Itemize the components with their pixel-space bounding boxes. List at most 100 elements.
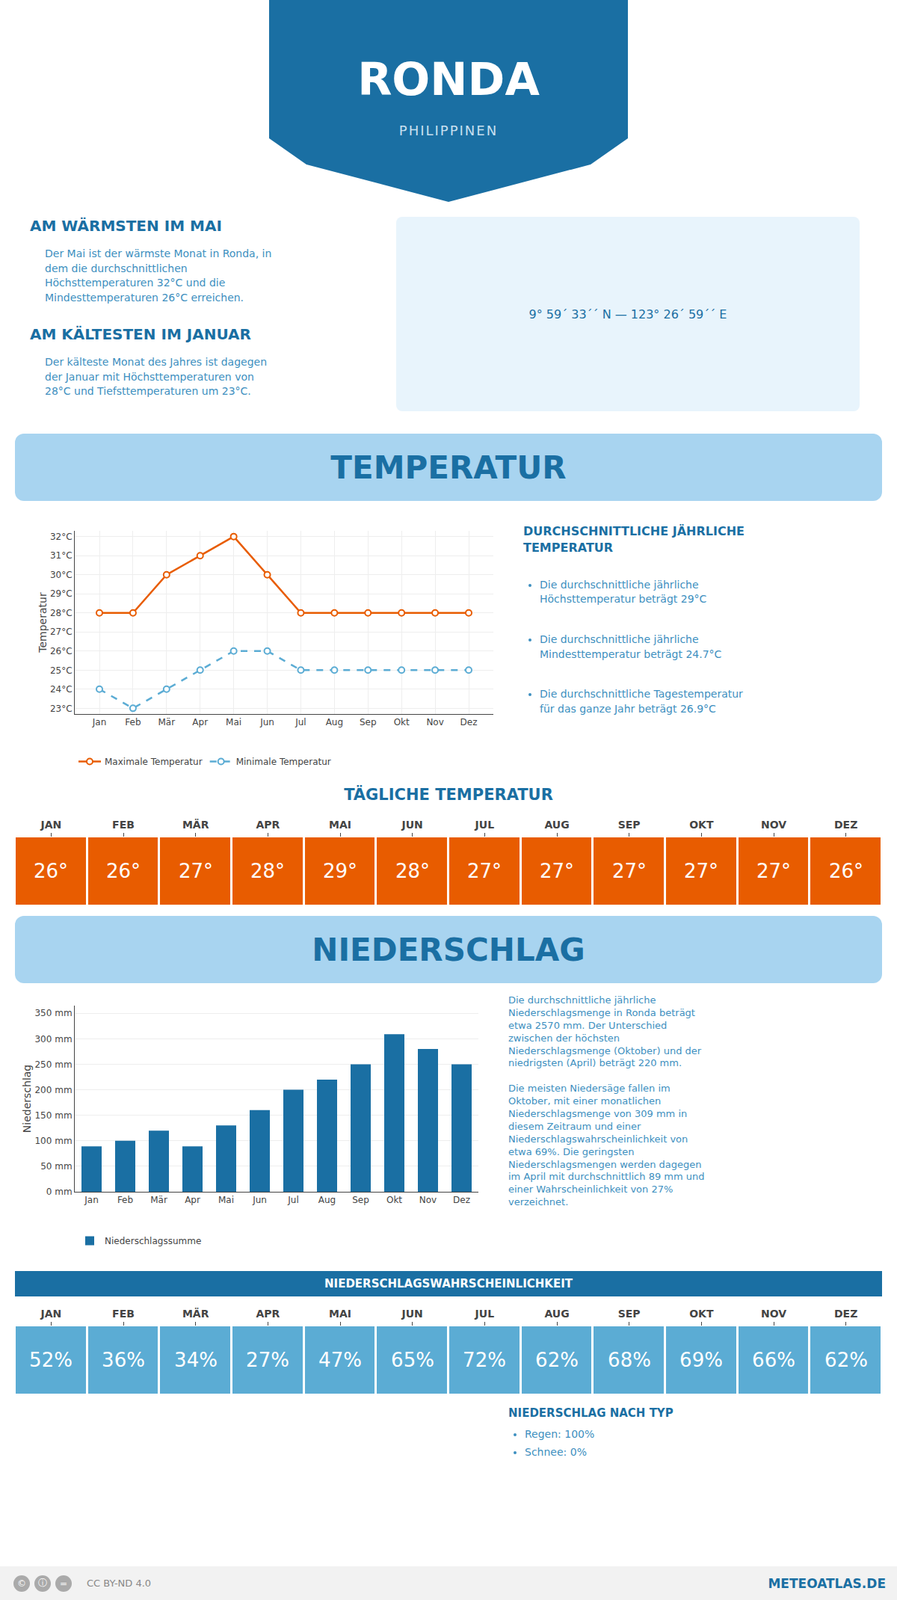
svg-text:OKT: OKT <box>689 818 714 831</box>
svg-text:MAI: MAI <box>328 818 352 831</box>
svg-text:Mär: Mär <box>157 716 175 728</box>
svg-text:350 mm: 350 mm <box>34 1007 72 1019</box>
svg-text:JAN: JAN <box>39 1307 62 1320</box>
svg-text:0 mm: 0 mm <box>46 1186 73 1197</box>
svg-text:27°: 27° <box>539 859 575 883</box>
svg-text:300 mm: 300 mm <box>34 1033 72 1045</box>
svg-text:27°: 27° <box>612 859 647 883</box>
svg-text:JAN: JAN <box>39 818 62 831</box>
svg-text:52%: 52% <box>29 1348 73 1371</box>
svg-text:62%: 62% <box>535 1348 579 1371</box>
svg-text:Niederschlagssumme: Niederschlagssumme <box>104 1235 202 1247</box>
svg-text:27%: 27% <box>245 1348 290 1371</box>
svg-text:Niederschlag: Niederschlag <box>20 1064 33 1133</box>
svg-text:28°C: 28°C <box>50 607 73 619</box>
svg-text:MAI: MAI <box>328 1307 352 1320</box>
svg-text:66%: 66% <box>751 1348 796 1371</box>
svg-text:50 mm: 50 mm <box>40 1160 72 1172</box>
svg-text:NOV: NOV <box>760 818 787 831</box>
html-text:TEMPERATUR: TEMPERATUR <box>330 448 567 486</box>
svg-text:Apr: Apr <box>192 716 208 728</box>
svg-text:Feb: Feb <box>117 1194 134 1205</box>
svg-text:Jan: Jan <box>91 716 107 728</box>
svg-text:27°C: 27°C <box>50 626 73 637</box>
svg-text:Nov: Nov <box>419 1194 437 1205</box>
svg-text:Jul: Jul <box>294 716 306 728</box>
svg-text:32°C: 32°C <box>50 531 73 542</box>
svg-text:Dez: Dez <box>452 1194 471 1205</box>
svg-text:Mär: Mär <box>150 1194 168 1205</box>
html-text:Der Mai ist der wärmste Monat: Der Mai ist der wärmste Monat in Ronda, … <box>44 247 272 304</box>
svg-text:DEZ: DEZ <box>834 818 858 831</box>
svg-text:68%: 68% <box>607 1348 652 1371</box>
svg-text:NOV: NOV <box>760 1307 787 1320</box>
svg-text:27°: 27° <box>467 859 502 883</box>
svg-text:26°: 26° <box>828 859 864 883</box>
svg-text:Mai: Mai <box>225 716 242 728</box>
svg-text:Apr: Apr <box>184 1194 201 1205</box>
svg-text:100 mm: 100 mm <box>34 1135 72 1146</box>
svg-text:Sep: Sep <box>352 1194 370 1205</box>
svg-text:72%: 72% <box>462 1348 507 1371</box>
svg-text:69%: 69% <box>679 1348 723 1371</box>
svg-text:27°: 27° <box>756 859 791 883</box>
svg-text:AUG: AUG <box>544 1307 569 1320</box>
svg-text:Temperatur: Temperatur <box>36 592 49 654</box>
svg-text:SEP: SEP <box>618 1307 641 1320</box>
svg-text:65%: 65% <box>390 1348 435 1371</box>
svg-text:23°C: 23°C <box>50 703 73 714</box>
svg-text:250 mm: 250 mm <box>34 1059 72 1070</box>
svg-text:Jul: Jul <box>287 1194 299 1205</box>
svg-text:Aug: Aug <box>318 1194 336 1205</box>
svg-text:Jan: Jan <box>83 1194 99 1205</box>
svg-text:29°C: 29°C <box>50 588 73 599</box>
svg-text:47%: 47% <box>318 1348 362 1371</box>
svg-text:27°: 27° <box>683 859 719 883</box>
svg-text:JUL: JUL <box>474 818 495 831</box>
svg-text:Jun: Jun <box>251 1194 267 1205</box>
svg-text:150 mm: 150 mm <box>34 1110 72 1121</box>
svg-text:62%: 62% <box>824 1348 868 1371</box>
svg-text:27°: 27° <box>178 859 214 883</box>
svg-text:31°C: 31°C <box>50 550 73 561</box>
svg-text:JUN: JUN <box>401 1307 424 1320</box>
svg-text:34%: 34% <box>174 1348 218 1371</box>
svg-text:36%: 36% <box>101 1348 146 1371</box>
svg-text:Sep: Sep <box>359 716 377 728</box>
svg-text:Aug: Aug <box>325 716 344 728</box>
svg-text:JUL: JUL <box>474 1307 495 1320</box>
svg-text:29°: 29° <box>322 859 358 883</box>
svg-text:28°: 28° <box>250 859 285 883</box>
svg-text:MÄR: MÄR <box>182 1307 210 1320</box>
svg-text:Jun: Jun <box>259 716 275 728</box>
svg-text:25°C: 25°C <box>50 665 73 676</box>
svg-text:APR: APR <box>255 1307 280 1320</box>
svg-text:SEP: SEP <box>618 818 641 831</box>
svg-text:AUG: AUG <box>544 818 569 831</box>
svg-text:Feb: Feb <box>124 716 141 728</box>
svg-text:30°C: 30°C <box>50 569 73 581</box>
svg-text:Maximale Temperatur: Maximale Temperatur <box>104 756 203 767</box>
svg-text:26°: 26° <box>106 859 141 883</box>
svg-text:Okt: Okt <box>393 716 410 728</box>
svg-text:24°C: 24°C <box>50 683 73 695</box>
svg-text:26°C: 26°C <box>50 645 73 657</box>
svg-text:FEB: FEB <box>112 1307 135 1320</box>
svg-text:Dez: Dez <box>460 716 478 728</box>
svg-text:Nov: Nov <box>426 716 444 728</box>
svg-text:DEZ: DEZ <box>834 1307 858 1320</box>
svg-text:Minimale Temperatur: Minimale Temperatur <box>236 756 332 767</box>
svg-text:Mai: Mai <box>218 1194 234 1205</box>
html-text:Der kälteste Monat des Jahres: Der kälteste Monat des Jahres ist dagege… <box>44 355 267 398</box>
svg-text:200 mm: 200 mm <box>34 1084 72 1096</box>
svg-text:MÄR: MÄR <box>182 818 210 831</box>
svg-text:FEB: FEB <box>112 818 135 831</box>
svg-text:OKT: OKT <box>689 1307 714 1320</box>
svg-text:28°: 28° <box>395 859 430 883</box>
svg-text:JUN: JUN <box>401 818 424 831</box>
svg-text:26°: 26° <box>33 859 69 883</box>
svg-text:Okt: Okt <box>386 1194 403 1205</box>
svg-text:APR: APR <box>255 818 280 831</box>
html-text:Die durchschnittliche jährlich: Die durchschnittliche jährliche Niedersc… <box>508 994 705 1208</box>
html-text:RONDA: RONDA <box>357 53 540 106</box>
